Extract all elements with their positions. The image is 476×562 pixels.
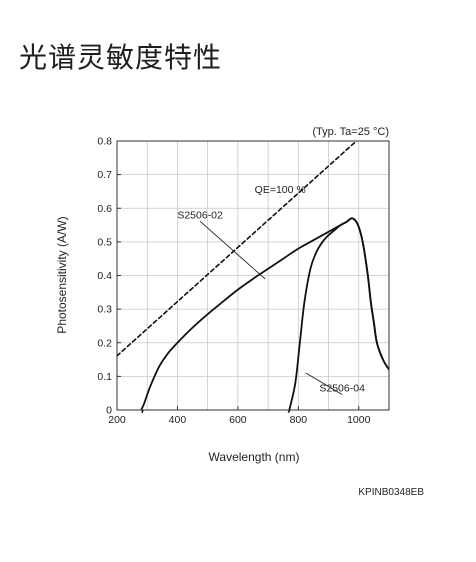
x-tick-label: 600 — [229, 414, 247, 426]
y-tick-label: 0.2 — [97, 337, 112, 349]
condition-note: (Typ. Ta=25 °C) — [312, 126, 389, 138]
page-title: 光谱灵敏度特性 — [19, 41, 223, 74]
grid-layer — [117, 141, 389, 410]
series-tail-s2506-04 — [287, 409, 291, 414]
annotation-layer: QE=100 % S2506-02 S2506-04 — [177, 184, 365, 395]
series-line-qe-100 — [117, 141, 358, 357]
y-tick-label: 0 — [106, 405, 112, 417]
x-axis-label: Wavelength (nm) — [209, 450, 300, 464]
x-tick-label: 200 — [108, 414, 126, 426]
annotation-s2506-04: S2506-04 — [319, 383, 365, 395]
annotation-leader — [305, 372, 343, 395]
series-line-s2506-04 — [288, 217, 389, 410]
y-tick-label: 0.1 — [97, 371, 112, 383]
y-tick-label: 0.5 — [97, 236, 112, 248]
series-layer — [117, 141, 389, 414]
figure-code: KPINB0348EB — [358, 487, 424, 498]
y-tick-label: 0.4 — [97, 270, 112, 282]
tick-layer: 200 400 600 800 1000 0 0.1 0.2 0.3 0.4 0.5 0.6 0.7 0.… — [97, 136, 370, 427]
y-axis-label: Photosensitivity (A/W) — [55, 216, 69, 333]
y-tick-label: 0.8 — [97, 136, 112, 148]
x-tick-label: 800 — [290, 414, 308, 426]
x-tick-label: 400 — [169, 414, 187, 426]
annotation-leader — [199, 221, 266, 280]
annotation-s2506-02: S2506-02 — [177, 209, 223, 221]
annotation-qe-100: QE=100 % — [255, 184, 306, 196]
x-tick-label: 1000 — [347, 414, 371, 426]
y-tick-label: 0.6 — [97, 203, 112, 215]
y-tick-label: 0.3 — [97, 304, 112, 316]
series-tail-s2506-02 — [141, 409, 144, 414]
y-tick-label: 0.7 — [97, 169, 112, 181]
